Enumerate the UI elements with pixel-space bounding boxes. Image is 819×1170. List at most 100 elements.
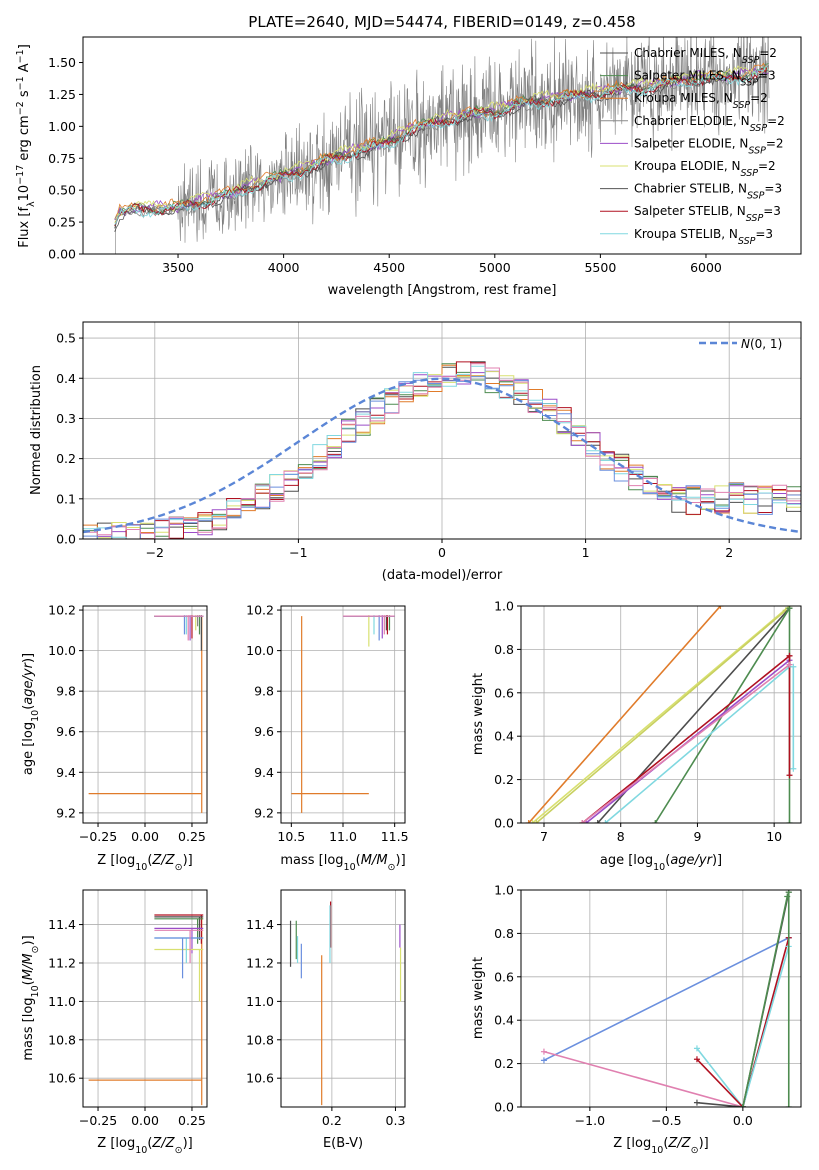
legend-entry: Salpeter MILES, NSSP=3 bbox=[634, 69, 776, 89]
legend-entry: Kroupa MILES, NSSP=2 bbox=[634, 91, 768, 111]
x-axis-label: (data-model)/error bbox=[382, 568, 503, 583]
weight-line bbox=[604, 666, 791, 823]
weight-marker bbox=[652, 820, 659, 823]
x-tick-label: −0.5 bbox=[651, 1113, 681, 1128]
x-tick-label: 11.0 bbox=[329, 829, 357, 844]
weight-marker bbox=[790, 765, 797, 772]
x-tick-label: −1.0 bbox=[575, 1113, 605, 1128]
y-tick-label: 10.0 bbox=[48, 643, 76, 658]
legend-entry: Salpeter ELODIE, NSSP=2 bbox=[634, 136, 784, 156]
y-tick-label: 0.4 bbox=[56, 371, 76, 386]
y-tick-label: 10.8 bbox=[246, 1032, 274, 1047]
y-tick-label: 0.00 bbox=[48, 247, 76, 262]
x-tick-label: 5000 bbox=[479, 260, 511, 275]
y-tick-label: 10.6 bbox=[246, 1071, 274, 1086]
weight-marker bbox=[540, 1048, 547, 1055]
weight-line bbox=[535, 609, 787, 823]
weight-line bbox=[696, 1058, 744, 1107]
axes-residuals: −2 −1 0 1 2 0.0 0.1 0.2 0.3 0.4 0.5 N(0, 1) (data-mo… bbox=[29, 321, 802, 583]
y-tick-label: 0.75 bbox=[48, 151, 76, 166]
y-tick-label: 0.6 bbox=[494, 969, 514, 984]
x-tick-label: 4000 bbox=[268, 260, 300, 275]
weight-marker bbox=[594, 820, 601, 823]
x-tick-label: −0.25 bbox=[79, 829, 117, 844]
y-axis-label: mass [log10(M/M⊙)] bbox=[21, 935, 41, 1060]
axes-frame bbox=[520, 889, 802, 1108]
x-tick-label: 0 bbox=[438, 545, 446, 560]
x-tick-label: 9 bbox=[693, 829, 701, 844]
y-tick-label: 0.25 bbox=[48, 215, 76, 230]
weight-marker bbox=[693, 1045, 700, 1052]
y-axis-label: mass weight bbox=[471, 673, 486, 755]
model-salpeter-stelib bbox=[114, 66, 769, 227]
normal-curve bbox=[83, 377, 801, 534]
axes-age_vs_mass: 10.5 11.0 11.5 9.2 9.4 9.6 9.8 10.0 10.2 mass [lo… bbox=[246, 603, 408, 873]
x-axis-label: Z [log10(Z/Z⊙)] bbox=[613, 1136, 708, 1156]
weight-marker bbox=[540, 1057, 547, 1064]
x-tick-label: 0.3 bbox=[386, 1113, 406, 1128]
y-tick-label: 11.0 bbox=[48, 994, 76, 1009]
legend-entry: Chabrier ELODIE, NSSP=2 bbox=[634, 114, 785, 134]
y-axis-label: age [log10(age/yr)] bbox=[21, 653, 41, 775]
x-axis-label: mass [log10(M/M⊙)] bbox=[280, 853, 405, 873]
y-tick-label: 11.2 bbox=[246, 955, 274, 970]
legend-entry: Salpeter STELIB, NSSP=3 bbox=[634, 204, 781, 224]
weight-line bbox=[543, 1050, 744, 1107]
y-tick-label: 0.0 bbox=[494, 816, 514, 831]
x-tick-label: 0.00 bbox=[131, 829, 159, 844]
weight-line bbox=[696, 1047, 744, 1107]
y-tick-label: 0.0 bbox=[56, 532, 76, 547]
y-tick-label: 0.5 bbox=[56, 331, 76, 346]
y-tick-label: 9.6 bbox=[254, 724, 274, 739]
y-tick-label: 0.3 bbox=[56, 411, 76, 426]
y-tick-label: 10.2 bbox=[246, 603, 274, 618]
weight-marker bbox=[786, 772, 793, 779]
weight-marker bbox=[717, 606, 724, 609]
y-tick-label: 0.2 bbox=[56, 451, 76, 466]
y-tick-label: 9.2 bbox=[56, 805, 76, 820]
y-tick-label: 1.50 bbox=[48, 55, 76, 70]
y-tick-label: 0.2 bbox=[494, 1056, 514, 1071]
y-tick-label: 0.0 bbox=[494, 1100, 514, 1115]
x-tick-label: 3500 bbox=[162, 260, 194, 275]
y-tick-label: 9.4 bbox=[56, 765, 76, 780]
y-tick-label: 1.0 bbox=[494, 883, 514, 898]
y-tick-label: 0.1 bbox=[56, 491, 76, 506]
weight-line bbox=[742, 896, 789, 1107]
y-tick-label: 0.8 bbox=[494, 642, 514, 657]
x-tick-label: 6000 bbox=[690, 260, 722, 275]
y-tick-label: 0.50 bbox=[48, 183, 76, 198]
legend-entry: Chabrier MILES, NSSP=2 bbox=[634, 46, 777, 66]
model-salpeter-elodie bbox=[114, 67, 769, 221]
x-axis-label: wavelength [Angstrom, rest frame] bbox=[328, 283, 557, 298]
weight-line bbox=[581, 663, 790, 823]
x-tick-label: −0.25 bbox=[79, 1113, 117, 1128]
legend-normal: N(0, 1) bbox=[741, 337, 782, 351]
figure-title: PLATE=2640, MJD=54474, FIBERID=0149, z=0… bbox=[248, 13, 635, 31]
weight-marker bbox=[786, 652, 793, 659]
x-tick-label: 0.25 bbox=[178, 829, 206, 844]
weight-line bbox=[543, 937, 790, 1062]
x-tick-label: 0.25 bbox=[178, 1113, 206, 1128]
y-axis-label: mass weight bbox=[471, 957, 486, 1039]
weight-marker bbox=[790, 663, 797, 670]
weight-marker bbox=[786, 661, 793, 668]
axes-mass_vs_ebv: 0.2 0.3 10.6 10.8 11.0 11.2 11.4 E(B-V) bbox=[246, 889, 406, 1151]
hist-step bbox=[83, 364, 801, 539]
weight-marker bbox=[533, 820, 540, 823]
axes-age_vs_Z: −0.25 0.00 0.25 9.2 9.4 9.6 9.8 10.0 10.2 Z [log1… bbox=[21, 603, 208, 873]
x-tick-label: 0.00 bbox=[131, 1113, 159, 1128]
y-axis-label: Flux [fλ10−17 erg cm−2 s−1 A−1] bbox=[15, 44, 37, 248]
legend-entry: Chabrier STELIB, NSSP=3 bbox=[634, 182, 782, 202]
weight-marker bbox=[525, 820, 532, 823]
weight-marker bbox=[693, 1056, 700, 1063]
y-tick-label: 0.4 bbox=[494, 729, 514, 744]
model-kroupa-stelib bbox=[114, 65, 769, 225]
weight-line bbox=[742, 946, 790, 1107]
weight-line bbox=[696, 1101, 743, 1107]
x-tick-label: 0.2 bbox=[322, 1113, 342, 1128]
weight-marker bbox=[529, 820, 536, 823]
x-tick-label: 7 bbox=[540, 829, 548, 844]
weight-marker bbox=[785, 1104, 792, 1107]
model-chabrier-stelib bbox=[114, 69, 769, 232]
